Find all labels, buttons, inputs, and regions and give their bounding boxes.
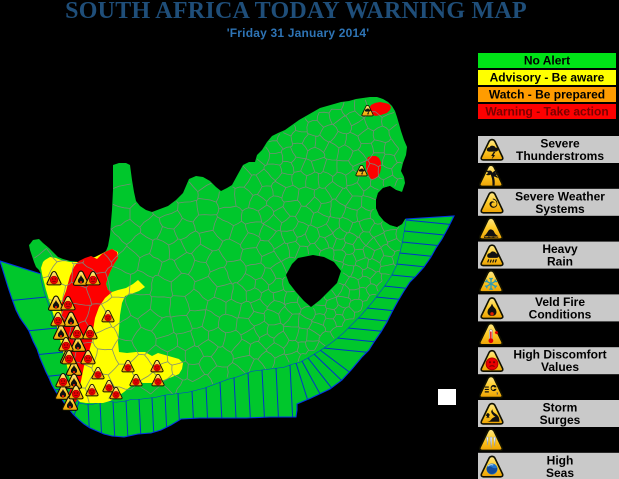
svg-text:Warning - Take action: Warning - Take action [485,105,608,119]
svg-text:High: High [547,453,574,467]
svg-text:Seas: Seas [546,466,574,479]
svg-text:Storm: Storm [543,401,578,415]
svg-text:Severe: Severe [540,137,580,151]
svg-text:No Alert: No Alert [524,54,570,68]
svg-text:Systems: Systems [535,202,585,216]
svg-text:Heavy: Heavy [542,242,578,256]
svg-text:Advisory - Be aware: Advisory - Be aware [490,71,605,85]
svg-text:Severe Weather: Severe Weather [515,189,605,203]
svg-text:Veld Fire: Veld Fire [535,295,585,309]
svg-text:SOUTH AFRICA TODAY WARNING MAP: SOUTH AFRICA TODAY WARNING MAP [65,0,527,24]
svg-text:'Friday 31 January 2014': 'Friday 31 January 2014' [227,26,370,40]
svg-text:Thunderstroms: Thunderstroms [516,149,604,163]
svg-text:Watch - Be prepared: Watch - Be prepared [489,88,605,102]
svg-text:Values: Values [541,360,579,374]
svg-text:High Discomfort: High Discomfort [513,348,606,362]
svg-text:Surges: Surges [540,413,581,427]
svg-text:Conditions: Conditions [529,307,592,321]
svg-text:Rain: Rain [547,255,573,269]
